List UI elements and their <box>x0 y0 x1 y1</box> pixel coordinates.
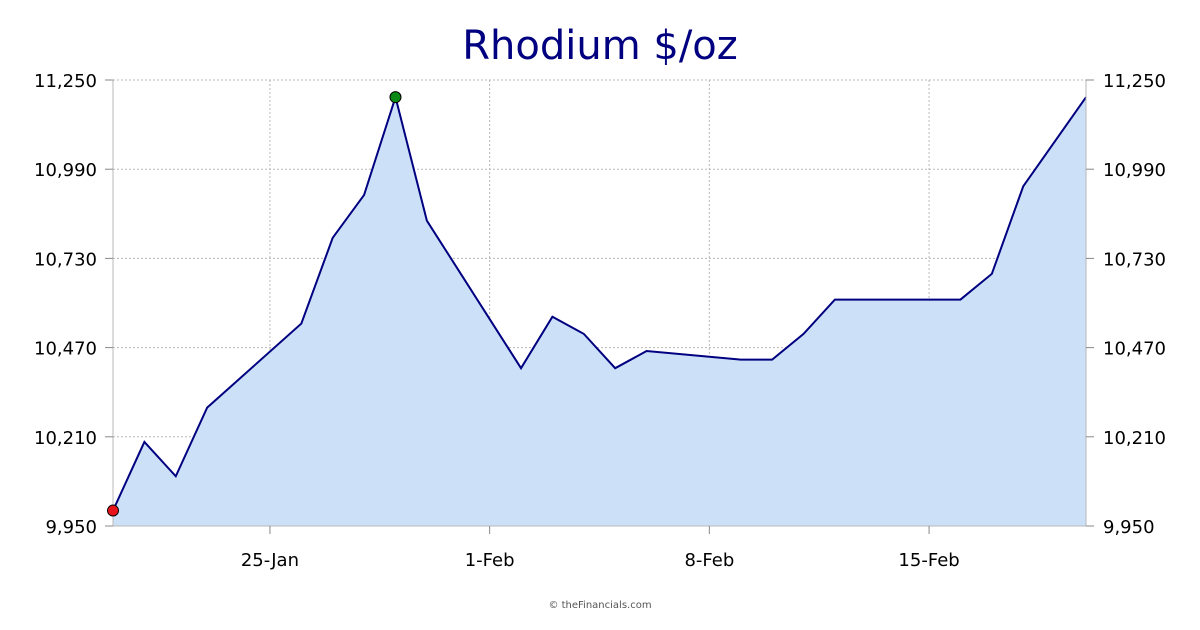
plot-border <box>112 80 1087 527</box>
y-tick-label-right: 10,730 <box>1103 249 1166 270</box>
y-tick-label-left: 10,730 <box>34 249 97 270</box>
y-tick-label-right: 10,470 <box>1103 339 1166 360</box>
y-tick-label-right: 10,210 <box>1103 428 1166 449</box>
x-tick-label: 15-Feb <box>898 550 959 571</box>
y-tick-label-left: 10,990 <box>34 160 97 181</box>
y-tick-label-right: 11,250 <box>1103 71 1166 92</box>
chart-title: Rhodium $/oz <box>462 23 738 69</box>
high-point-marker <box>389 91 402 104</box>
x-tick-label: 8-Feb <box>684 550 734 571</box>
y-axis-left: 9,950 10,210 10,470 10,730 10,990 11,250 <box>34 71 113 538</box>
y-tick-label-right: 10,990 <box>1103 160 1166 181</box>
y-tick-label-left: 11,250 <box>34 71 97 92</box>
y-tick-label-left: 10,470 <box>34 339 97 360</box>
y-tick-label-right: 9,950 <box>1103 517 1155 538</box>
x-axis: 25-Jan 1-Feb 8-Feb 15-Feb <box>241 526 960 571</box>
y-axis-right: 9,950 10,210 10,470 10,730 10,990 11,250 <box>1086 71 1166 538</box>
price-area-fill <box>113 97 1086 527</box>
y-tick-label-left: 10,210 <box>34 428 97 449</box>
low-point-marker <box>107 504 119 517</box>
chart-credit: © theFinancials.com <box>548 600 651 611</box>
x-tick-label: 1-Feb <box>465 550 515 571</box>
x-tick-label: 25-Jan <box>241 550 299 571</box>
markers <box>107 91 402 517</box>
y-tick-label-left: 9,950 <box>45 517 97 538</box>
price-series-line <box>112 93 1087 511</box>
